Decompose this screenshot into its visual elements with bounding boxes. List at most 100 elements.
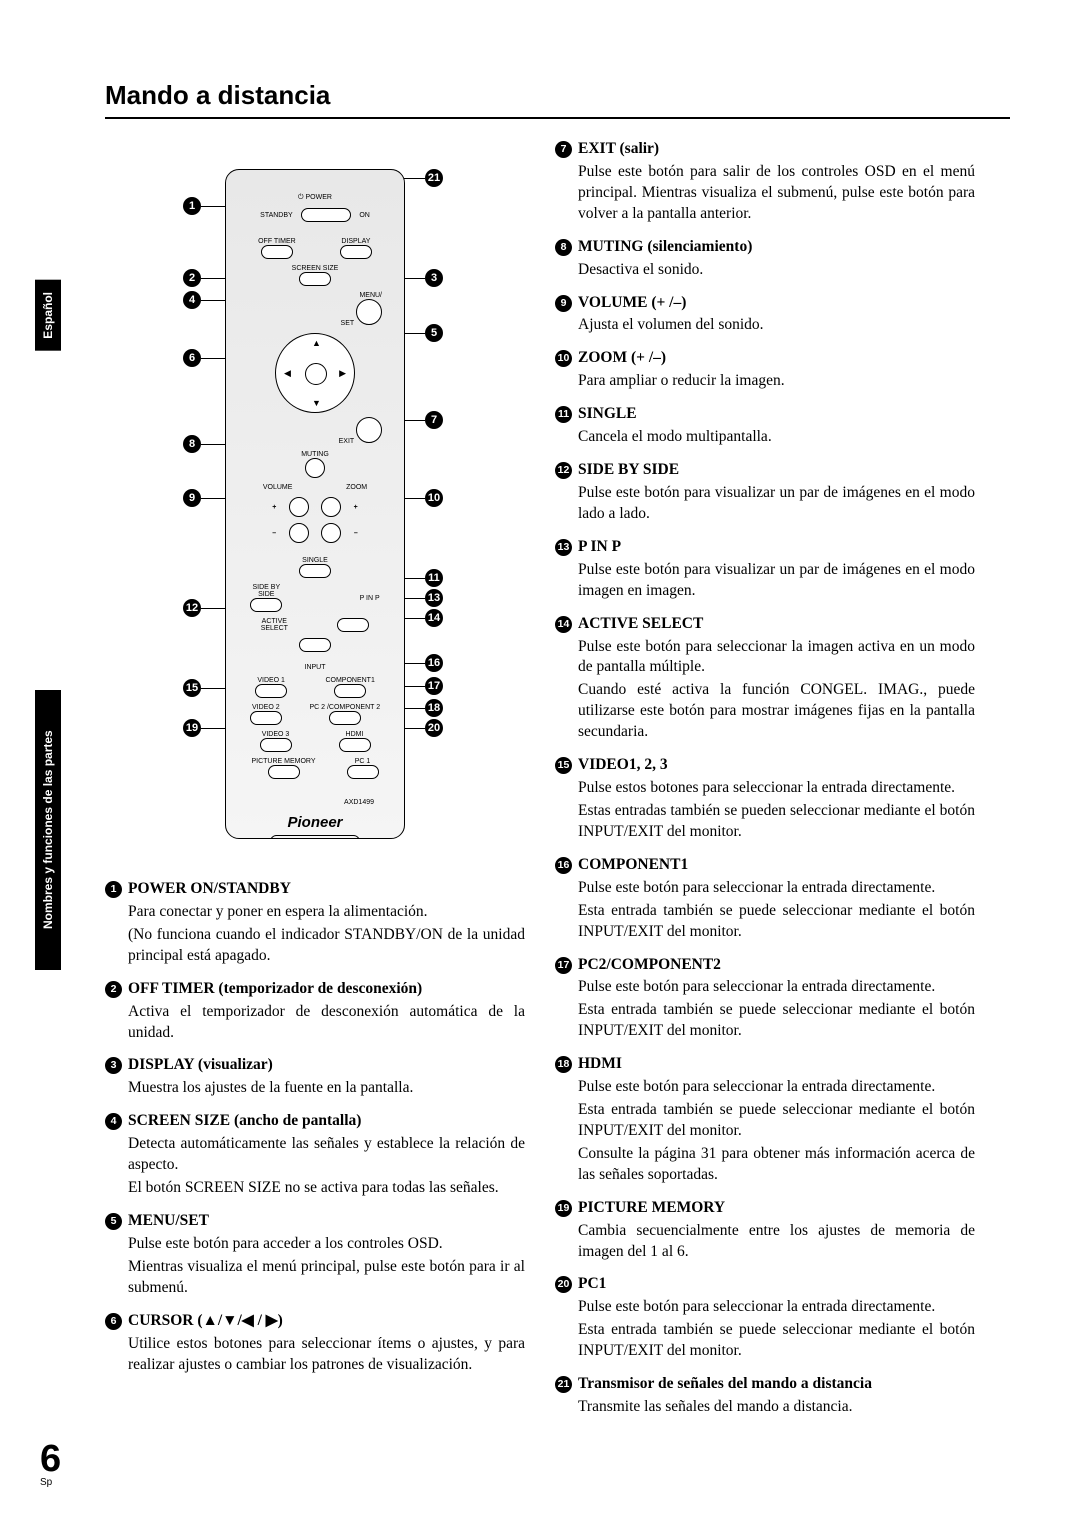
side-tab-section: Nombres y funciones de las partes [35,690,61,970]
item-body: Pulse estos botones para seleccionar la … [578,778,975,843]
side-tab-language: Español [35,280,61,351]
item-title: PC2/COMPONENT2 [578,955,721,976]
item-number: 21 [555,1376,572,1393]
callout-8: 8 [183,435,201,453]
item-9: 9VOLUME (+ /–)Ajusta el volumen del soni… [555,293,975,337]
callout-3: 3 [425,269,443,287]
callout-1: 1 [183,197,201,215]
item-number: 3 [105,1057,122,1074]
brand-logo: Pioneer [236,814,394,831]
item-number: 4 [105,1113,122,1130]
item-number: 10 [555,350,572,367]
item-title: ZOOM (+ /–) [578,348,666,369]
item-body: Utilice estos botones para seleccionar í… [128,1334,525,1376]
item-title: VIDEO1, 2, 3 [578,755,668,776]
item-number: 16 [555,857,572,874]
plasma-label: PLASMA DISPLAY [270,835,360,839]
item-number: 1 [105,881,122,898]
callout-15: 15 [183,679,201,697]
callout-12: 12 [183,599,201,617]
item-11: 11SINGLECancela el modo multipantalla. [555,404,975,448]
item-body: Transmite las señales del mando a distan… [578,1397,975,1418]
item-title: MUTING (silenciamiento) [578,237,752,258]
item-number: 18 [555,1056,572,1073]
item-title: SIDE BY SIDE [578,460,679,481]
item-15: 15 VIDEO1, 2, 3Pulse estos botones para s… [555,755,975,843]
item-20: 20 PC1Pulse este botón para seleccionar l… [555,1274,975,1362]
item-title: MENU/SET [128,1211,209,1232]
item-body: Pulse este botón para seleccionar la ima… [578,637,975,744]
right-column: 7EXIT (salir)Pulse este botón para salir… [555,139,975,1430]
item-title: HDMI [578,1054,622,1075]
item-body: Para ampliar o reducir la imagen. [578,371,975,392]
item-number: 7 [555,141,572,158]
callout-4: 4 [183,291,201,309]
item-title: DISPLAY (visualizar) [128,1055,273,1076]
callout-17: 17 [425,677,443,695]
item-body: Pulse este botón para seleccionar la ent… [578,977,975,1042]
callout-10: 10 [425,489,443,507]
callout-2: 2 [183,269,201,287]
item-body: Pulse este botón para seleccionar la ent… [578,1077,975,1186]
item-number: 11 [555,406,572,423]
item-title: EXIT (salir) [578,139,659,160]
item-8: 8 MUTING (silenciamiento)Desactiva el son… [555,237,975,281]
item-body: Cancela el modo multipantalla. [578,427,975,448]
item-body: Cambia secuencialmente entre los ajustes… [578,1221,975,1263]
remote-figure: 124689121519213571011131416171820 ⏻ POWE… [105,139,525,859]
callout-21: 21 [425,169,443,187]
item-18: 18 HDMIPulse este botón para seleccionar … [555,1054,975,1186]
item-title: POWER ON/STANDBY [128,879,291,900]
item-4: 4 SCREEN SIZE (ancho de pantalla)Detecta … [105,1111,525,1199]
item-title: CURSOR (▲/▼/◀ / ▶) [128,1311,283,1332]
item-number: 15 [555,757,572,774]
item-title: P IN P [578,537,621,558]
item-number: 13 [555,539,572,556]
callout-16: 16 [425,654,443,672]
item-title: PICTURE MEMORY [578,1198,725,1219]
right-item-list: 7EXIT (salir)Pulse este botón para salir… [555,139,975,1418]
item-21: 21 Transmisor de señales del mando a dist… [555,1374,975,1418]
item-title: COMPONENT1 [578,855,688,876]
item-title: PC1 [578,1274,606,1295]
item-17: 17 PC2/COMPONENT2Pulse este botón para se… [555,955,975,1043]
callout-19: 19 [183,719,201,737]
item-2: 2OFF TIMER (temporizador de desconexión)… [105,979,525,1044]
callout-13: 13 [425,589,443,607]
item-number: 6 [105,1313,122,1330]
item-body: Pulse este botón para visualizar un par … [578,560,975,602]
callout-5: 5 [425,324,443,342]
callout-7: 7 [425,411,443,429]
callout-20: 20 [425,719,443,737]
left-column: 124689121519213571011131416171820 ⏻ POWE… [105,139,525,1430]
item-body: Para conectar y poner en espera la alime… [128,902,525,967]
item-3: 3DISPLAY (visualizar)Muestra los ajustes… [105,1055,525,1099]
item-number: 8 [555,239,572,256]
item-number: 20 [555,1276,572,1293]
item-number: 19 [555,1200,572,1217]
item-title: VOLUME (+ /–) [578,293,686,314]
callout-6: 6 [183,349,201,367]
item-number: 17 [555,957,572,974]
page-title: Mando a distancia [105,80,1010,119]
callout-9: 9 [183,489,201,507]
item-title: SCREEN SIZE (ancho de pantalla) [128,1111,361,1132]
item-body: Desactiva el sonido. [578,260,975,281]
item-title: ACTIVE SELECT [578,614,703,635]
item-title: Transmisor de señales del mando a distan… [578,1374,872,1395]
remote-body: ⏻ POWER STANDBY ON OFF TIMER DISPLAY SCR… [225,169,405,839]
item-5: 5MENU/SETPulse este botón para acceder a… [105,1211,525,1299]
item-number: 2 [105,981,122,998]
item-body: Pulse este botón para visualizar un par … [578,483,975,525]
item-6: 6 CURSOR (▲/▼/◀ / ▶)Utilice estos botones… [105,1311,525,1376]
item-1: 1 POWER ON/STANDBYPara conectar y poner e… [105,879,525,967]
item-body: Detecta automáticamente las señales y es… [128,1134,525,1199]
item-12: 12SIDE BY SIDEPulse este botón para visu… [555,460,975,525]
side-tabs: Español Nombres y funciones de las parte… [35,0,65,1528]
item-19: 19 PICTURE MEMORYCambia secuencialmente e… [555,1198,975,1263]
item-body: Pulse este botón para seleccionar la ent… [578,878,975,943]
item-7: 7EXIT (salir)Pulse este botón para salir… [555,139,975,225]
callout-18: 18 [425,699,443,717]
item-body: Pulse este botón para seleccionar la ent… [578,1297,975,1362]
item-number: 5 [105,1213,122,1230]
